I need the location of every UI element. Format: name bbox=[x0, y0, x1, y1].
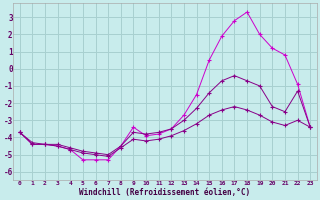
X-axis label: Windchill (Refroidissement éolien,°C): Windchill (Refroidissement éolien,°C) bbox=[79, 188, 251, 197]
